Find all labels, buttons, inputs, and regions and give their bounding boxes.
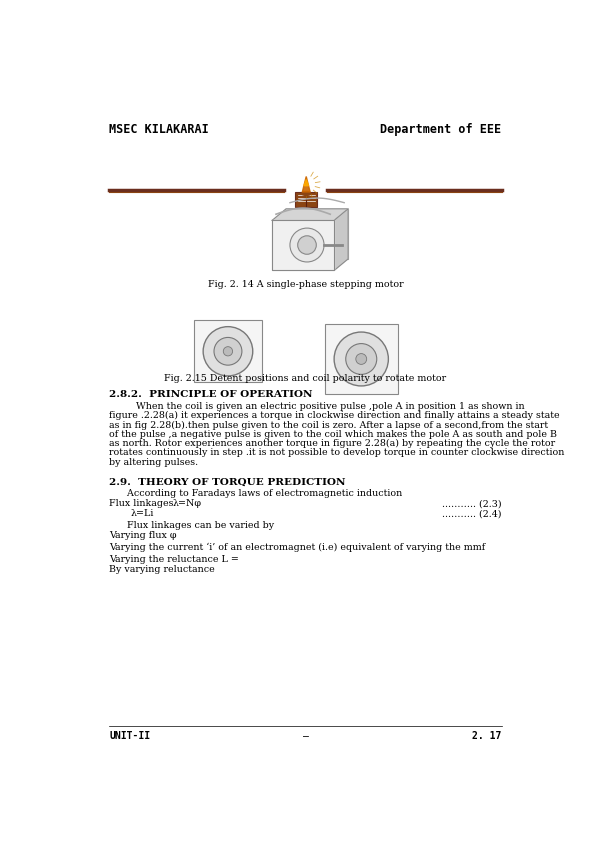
Text: By varying reluctance: By varying reluctance	[110, 565, 215, 574]
Text: —: —	[303, 731, 308, 741]
Text: λ=Nφ: λ=Nφ	[173, 499, 202, 508]
Polygon shape	[272, 221, 334, 270]
Text: Varying flux φ: Varying flux φ	[110, 531, 177, 541]
Text: Flux linkages: Flux linkages	[110, 499, 174, 508]
Text: When the coil is given an electric positive pulse ,pole A in position 1 as shown: When the coil is given an electric posit…	[110, 402, 525, 411]
Polygon shape	[286, 209, 348, 258]
Circle shape	[334, 332, 389, 386]
Text: as in fig 2.28(b).then pulse given to the coil is zero. After a lapse of a secon: as in fig 2.28(b).then pulse given to th…	[110, 421, 548, 429]
Text: as north. Rotor experiences another torque in figure 2.28(a) by repeating the cy: as north. Rotor experiences another torq…	[110, 439, 555, 448]
Circle shape	[290, 228, 324, 262]
Text: rotates continuously in step .it is not possible to develop torque in counter cl: rotates continuously in step .it is not …	[110, 448, 565, 457]
Text: Fig. 2.15 Detent positions and coil polarity to rotate motor: Fig. 2.15 Detent positions and coil pola…	[164, 375, 446, 383]
Text: ...…….. (2.3): ...…….. (2.3)	[442, 499, 501, 508]
Text: 2.9.  THEORY OF TORQUE PREDICTION: 2.9. THEORY OF TORQUE PREDICTION	[110, 477, 346, 487]
Text: MSEC KILAKARAI: MSEC KILAKARAI	[110, 123, 209, 136]
Circle shape	[356, 354, 367, 365]
Polygon shape	[272, 209, 348, 221]
Text: Flux linkages can be varied by: Flux linkages can be varied by	[110, 520, 275, 530]
FancyBboxPatch shape	[325, 324, 399, 394]
Circle shape	[297, 236, 316, 254]
FancyBboxPatch shape	[296, 192, 317, 207]
Ellipse shape	[302, 191, 311, 195]
Circle shape	[214, 338, 242, 365]
Text: Department of EEE: Department of EEE	[380, 123, 501, 136]
Circle shape	[224, 347, 232, 356]
Text: Varying the current ‘i’ of an electromagnet (i.e) equivalent of varying the mmf: Varying the current ‘i’ of an electromag…	[110, 542, 486, 552]
Text: of the pulse ,a negative pulse is given to the coil which makes the pole A as so: of the pulse ,a negative pulse is given …	[110, 429, 557, 439]
FancyBboxPatch shape	[194, 321, 262, 382]
Text: by altering pulses.: by altering pulses.	[110, 457, 198, 466]
Text: λ=Li: λ=Li	[131, 509, 154, 518]
Polygon shape	[334, 209, 348, 270]
Polygon shape	[304, 179, 309, 186]
Polygon shape	[302, 177, 310, 192]
Text: 2. 17: 2. 17	[472, 731, 501, 741]
Text: UNIT-II: UNIT-II	[110, 731, 151, 741]
Text: ...…….. (2.4): ...…….. (2.4)	[442, 509, 501, 518]
Circle shape	[203, 327, 253, 376]
Circle shape	[346, 344, 377, 375]
Text: Fig. 2. 14 A single-phase stepping motor: Fig. 2. 14 A single-phase stepping motor	[207, 280, 403, 289]
Text: Varying the reluctance L =: Varying the reluctance L =	[110, 555, 239, 563]
Text: According to Faradays laws of electromagnetic induction: According to Faradays laws of electromag…	[110, 489, 403, 498]
Text: figure .2.28(a) it experiences a torque in clockwise direction and finally attai: figure .2.28(a) it experiences a torque …	[110, 412, 560, 420]
Text: 2.8.2.  PRINCIPLE OF OPERATION: 2.8.2. PRINCIPLE OF OPERATION	[110, 390, 313, 399]
